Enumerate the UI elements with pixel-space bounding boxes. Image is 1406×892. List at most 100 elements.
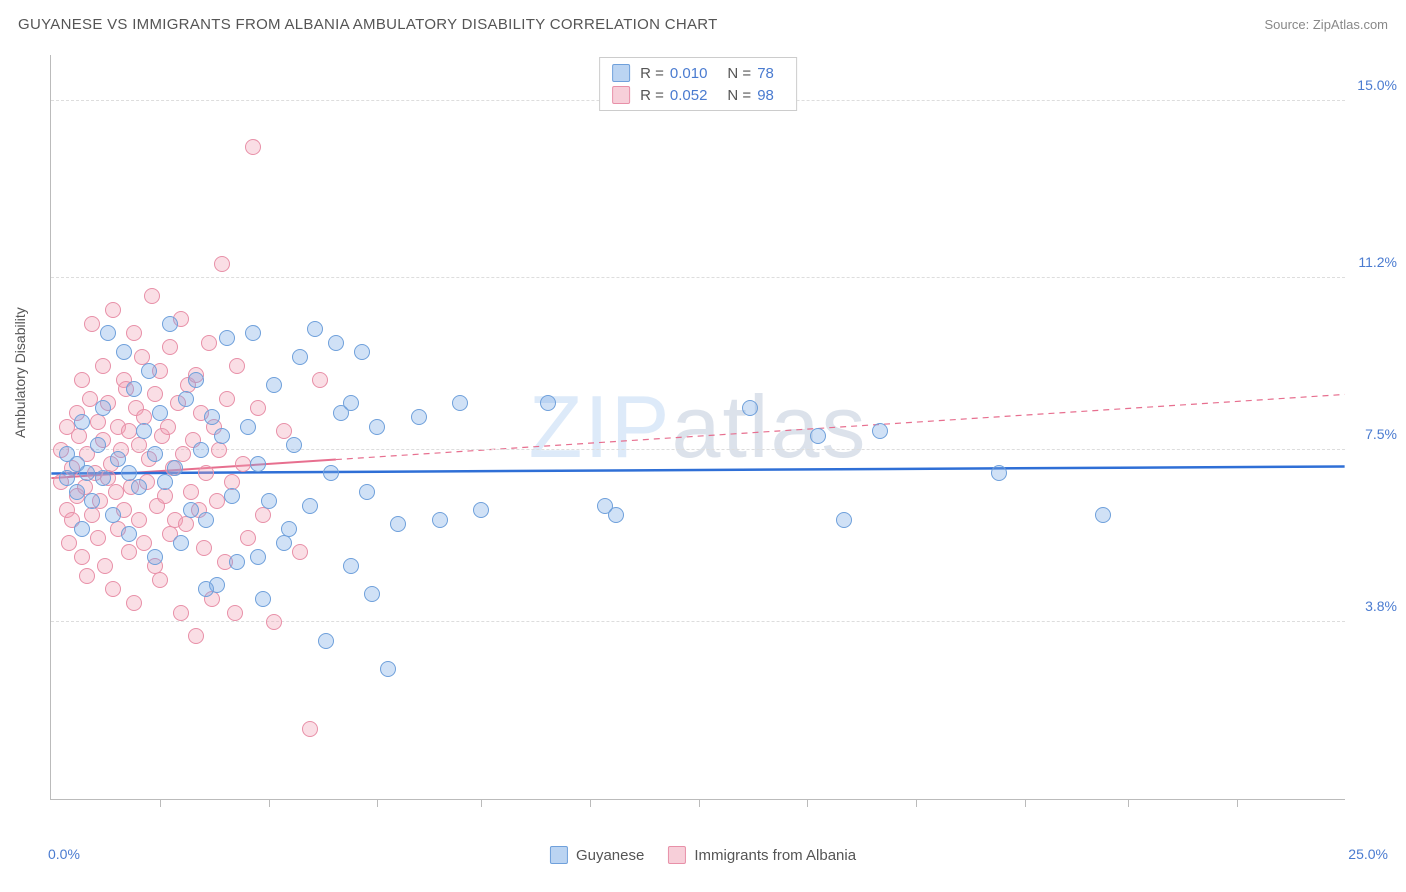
- data-point: [201, 335, 217, 351]
- chart-title: GUYANESE VS IMMIGRANTS FROM ALBANIA AMBU…: [18, 16, 718, 33]
- data-point: [160, 419, 176, 435]
- x-tick: [269, 799, 270, 807]
- r-label: R =: [640, 87, 664, 104]
- data-point: [188, 628, 204, 644]
- gridline: [51, 621, 1345, 622]
- data-point: [227, 605, 243, 621]
- data-point: [141, 363, 157, 379]
- data-point: [84, 507, 100, 523]
- data-point: [359, 484, 375, 500]
- watermark-part1: ZIP: [529, 377, 672, 476]
- data-point: [110, 451, 126, 467]
- data-point: [167, 460, 183, 476]
- y-tick-label: 11.2%: [1358, 254, 1397, 270]
- data-point: [198, 465, 214, 481]
- data-point: [250, 549, 266, 565]
- data-point: [162, 339, 178, 355]
- plot-area: R = 0.010 N = 78 R = 0.052 N = 98 ZIPatl…: [50, 55, 1345, 800]
- legend-bottom: Guyanese Immigrants from Albania: [550, 846, 856, 864]
- data-point: [59, 470, 75, 486]
- data-point: [121, 544, 137, 560]
- data-point: [240, 530, 256, 546]
- data-point: [131, 479, 147, 495]
- data-point: [178, 516, 194, 532]
- gridline: [51, 449, 1345, 450]
- data-point: [281, 521, 297, 537]
- data-point: [411, 409, 427, 425]
- data-point: [540, 395, 556, 411]
- data-point: [214, 256, 230, 272]
- x-tick: [916, 799, 917, 807]
- swatch-blue: [550, 846, 568, 864]
- data-point: [116, 344, 132, 360]
- data-point: [74, 372, 90, 388]
- data-point: [261, 493, 277, 509]
- data-point: [452, 395, 468, 411]
- data-point: [276, 423, 292, 439]
- data-point: [286, 437, 302, 453]
- data-point: [147, 386, 163, 402]
- data-point: [173, 605, 189, 621]
- r-label: R =: [640, 65, 664, 82]
- data-point: [95, 470, 111, 486]
- data-point: [71, 428, 87, 444]
- x-tick: [377, 799, 378, 807]
- y-axis-title: Ambulatory Disability: [12, 307, 28, 438]
- data-point: [473, 502, 489, 518]
- data-point: [266, 614, 282, 630]
- source-label: Source: ZipAtlas.com: [1264, 17, 1388, 32]
- legend-label: Guyanese: [576, 847, 644, 864]
- data-point: [183, 484, 199, 500]
- x-tick: [481, 799, 482, 807]
- data-point: [105, 507, 121, 523]
- data-point: [204, 409, 220, 425]
- data-point: [90, 530, 106, 546]
- data-point: [276, 535, 292, 551]
- data-point: [390, 516, 406, 532]
- data-point: [74, 521, 90, 537]
- data-point: [354, 344, 370, 360]
- data-point: [214, 428, 230, 444]
- data-point: [209, 493, 225, 509]
- data-point: [364, 586, 380, 602]
- data-point: [380, 661, 396, 677]
- legend-top: R = 0.010 N = 78 R = 0.052 N = 98: [599, 57, 797, 111]
- y-tick-label: 3.8%: [1365, 598, 1397, 614]
- x-tick: [699, 799, 700, 807]
- data-point: [105, 302, 121, 318]
- data-point: [1095, 507, 1111, 523]
- data-point: [991, 465, 1007, 481]
- legend-label: Immigrants from Albania: [694, 847, 856, 864]
- data-point: [74, 549, 90, 565]
- data-point: [328, 335, 344, 351]
- n-value: 78: [757, 65, 774, 82]
- data-point: [188, 372, 204, 388]
- data-point: [79, 465, 95, 481]
- n-label: N =: [727, 87, 751, 104]
- data-point: [173, 535, 189, 551]
- data-point: [90, 437, 106, 453]
- data-point: [193, 442, 209, 458]
- data-point: [131, 512, 147, 528]
- x-tick: [160, 799, 161, 807]
- data-point: [343, 395, 359, 411]
- data-point: [211, 442, 227, 458]
- data-point: [121, 526, 137, 542]
- data-point: [126, 595, 142, 611]
- data-point: [121, 423, 137, 439]
- data-point: [121, 465, 137, 481]
- data-point: [229, 358, 245, 374]
- x-tick: [807, 799, 808, 807]
- x-origin-label: 0.0%: [48, 846, 80, 862]
- data-point: [69, 484, 85, 500]
- data-point: [836, 512, 852, 528]
- x-tick: [1025, 799, 1026, 807]
- data-point: [178, 391, 194, 407]
- data-point: [369, 419, 385, 435]
- data-point: [152, 572, 168, 588]
- data-point: [245, 139, 261, 155]
- data-point: [136, 535, 152, 551]
- data-point: [90, 414, 106, 430]
- data-point: [84, 493, 100, 509]
- data-point: [157, 488, 173, 504]
